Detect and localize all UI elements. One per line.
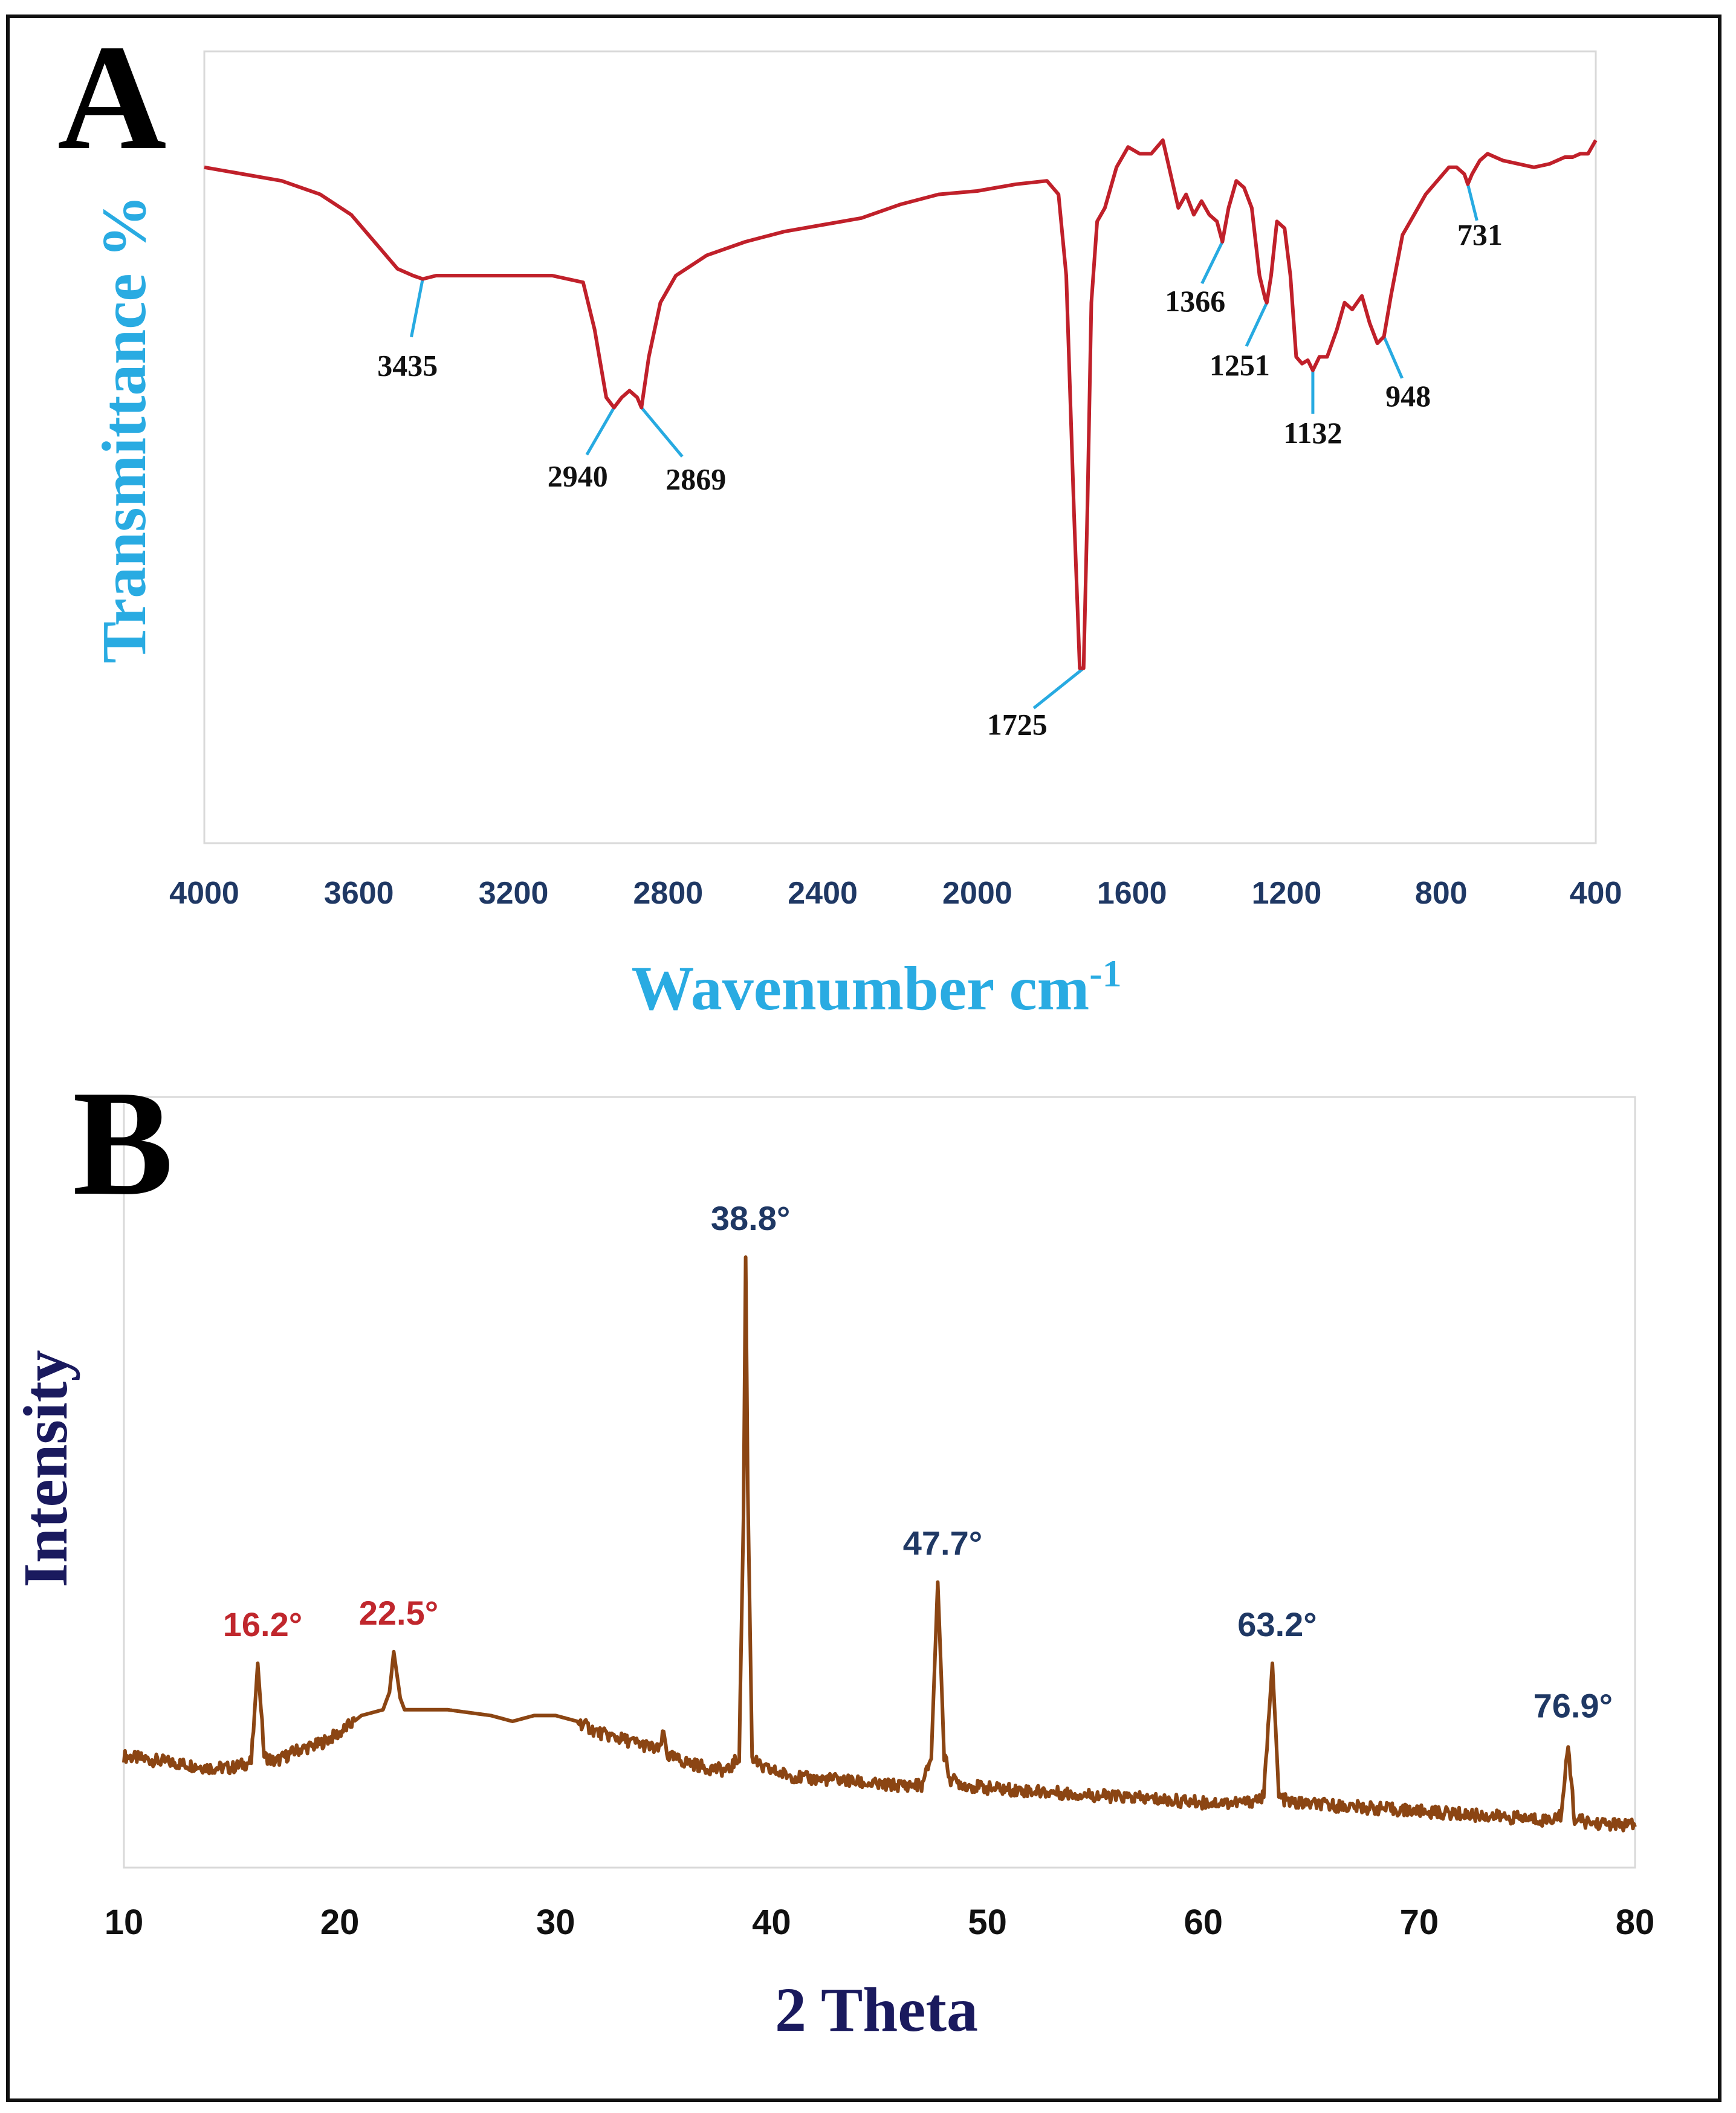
panel-label-a: A (57, 14, 167, 181)
ftir-peak-label-1725: 1725 (987, 708, 1048, 742)
xrd-peak-label-63.2: 63.2° (1237, 1605, 1317, 1643)
xrd-peak-label-16.2: 16.2° (223, 1605, 302, 1643)
xrd-peak-label-38.8: 38.8° (711, 1199, 790, 1237)
ftir-leader-731 (1468, 184, 1477, 221)
ftir-x-tick-2400: 2400 (788, 876, 858, 911)
xrd-x-tick-40: 40 (752, 1903, 791, 1942)
xrd-peak-label-76.9: 76.9° (1534, 1686, 1613, 1724)
xrd-x-tick-30: 30 (536, 1903, 575, 1942)
panel-a: A 3435 2940 2869 1725 1366 1251 1132 948 731 400… (57, 14, 1622, 1023)
xrd-x-tick-80: 80 (1616, 1903, 1655, 1942)
xrd-x-ticks: 10 20 30 40 50 60 70 80 (105, 1903, 1655, 1942)
xrd-x-tick-10: 10 (105, 1903, 144, 1942)
ftir-leader-1725 (1034, 668, 1084, 708)
xrd-plot-area (124, 1097, 1635, 1868)
ftir-peak-label-3435: 3435 (377, 349, 438, 383)
ftir-leader-2869 (641, 407, 682, 456)
ftir-y-axis-title: Transmittance % (89, 195, 159, 663)
xrd-peak-label-47.7: 47.7° (903, 1524, 982, 1562)
ftir-x-axis-title: Wavenumber cm-1 (631, 952, 1121, 1023)
ftir-x-ticks: 4000 3600 3200 2800 2400 2000 1600 1200 800 400 (169, 876, 1622, 911)
ftir-x-tick-3200: 3200 (479, 876, 549, 911)
ftir-x-tick-3600: 3600 (324, 876, 394, 911)
xrd-x-tick-50: 50 (968, 1903, 1007, 1942)
ftir-peak-label-2869: 2869 (666, 462, 726, 496)
ftir-x-tick-800: 800 (1415, 876, 1468, 911)
ftir-x-tick-1600: 1600 (1097, 876, 1167, 911)
ftir-x-tick-1200: 1200 (1252, 876, 1322, 911)
ftir-x-tick-4000: 4000 (169, 876, 239, 911)
ftir-x-tick-2800: 2800 (633, 876, 703, 911)
ftir-x-axis-title-main: Wavenumber cm (631, 954, 1089, 1023)
ftir-leader-2940 (587, 407, 614, 455)
ftir-x-axis-title-superscript: -1 (1089, 952, 1121, 995)
ftir-x-tick-2000: 2000 (942, 876, 1012, 911)
ftir-peak-label-1366: 1366 (1165, 284, 1225, 318)
ftir-peak-labels: 3435 2940 2869 1725 1366 1251 1132 948 731 (377, 218, 1503, 742)
figure-canvas: A 3435 2940 2869 1725 1366 1251 1132 948 731 400… (0, 0, 1736, 2113)
ftir-peak-label-948: 948 (1385, 379, 1431, 413)
xrd-peak-labels: 16.2° 22.5° 38.8° 47.7° 63.2° 76.9° (223, 1199, 1613, 1724)
ftir-x-tick-400: 400 (1570, 876, 1622, 911)
ftir-leader-948 (1384, 337, 1402, 378)
xrd-x-axis-title: 2 Theta (775, 1975, 978, 2045)
xrd-x-tick-20: 20 (320, 1903, 360, 1942)
xrd-pattern-line (124, 1257, 1635, 1831)
panel-b: B 16.2° 22.5° 38.8° 47.7° 63.2° 76.9° 10 20 30 4… (11, 1060, 1654, 2045)
ftir-leader-1251 (1246, 303, 1267, 346)
ftir-peak-label-1251: 1251 (1210, 348, 1270, 382)
ftir-plot-area (204, 51, 1596, 843)
xrd-x-tick-60: 60 (1184, 1903, 1223, 1942)
xrd-peak-label-22.5: 22.5° (359, 1594, 438, 1632)
xrd-x-tick-70: 70 (1400, 1903, 1439, 1942)
xrd-y-axis-title: Intensity (11, 1350, 80, 1588)
panel-label-b: B (73, 1060, 173, 1227)
ftir-peak-label-2940: 2940 (548, 459, 608, 493)
ftir-leader-1366 (1202, 242, 1223, 283)
ftir-leader-3435 (412, 279, 423, 337)
ftir-peak-label-731: 731 (1457, 218, 1503, 251)
ftir-peak-label-1132: 1132 (1283, 416, 1342, 450)
